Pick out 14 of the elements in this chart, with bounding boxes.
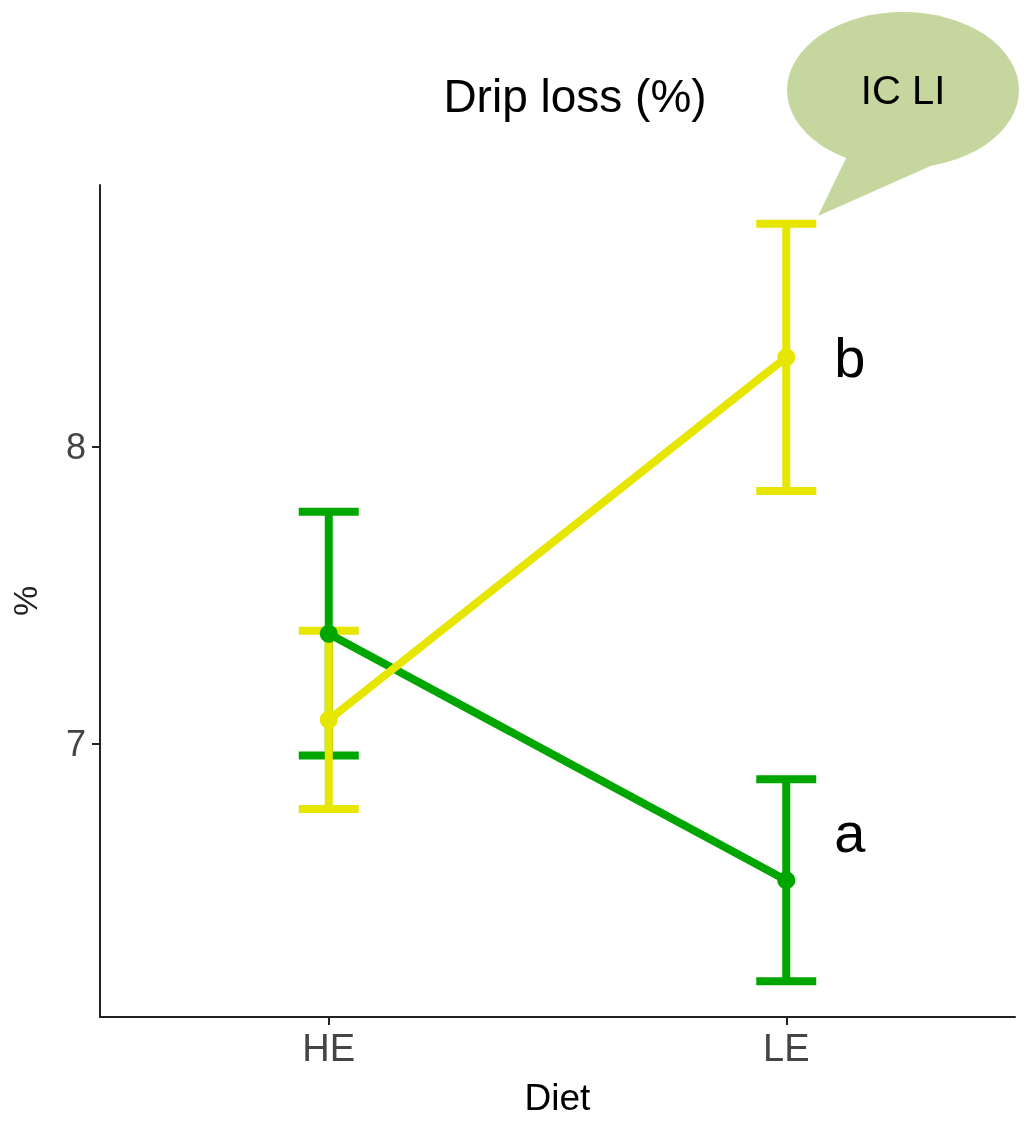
chart-title: Drip loss (%) — [443, 70, 707, 122]
y-tick-label: 7 — [65, 723, 86, 765]
y-tick-label: 8 — [65, 425, 86, 467]
x-tick-label: LE — [763, 1027, 810, 1069]
y-axis-title: % — [6, 585, 44, 617]
text: IC LI — [860, 68, 946, 112]
point — [319, 710, 338, 729]
x-axis-title: Diet — [524, 1077, 592, 1118]
point — [319, 624, 338, 643]
x-tick-label: HE — [302, 1027, 356, 1069]
annotation: b — [834, 325, 866, 389]
point — [777, 871, 796, 890]
point — [777, 348, 796, 367]
annotation: a — [834, 801, 867, 865]
